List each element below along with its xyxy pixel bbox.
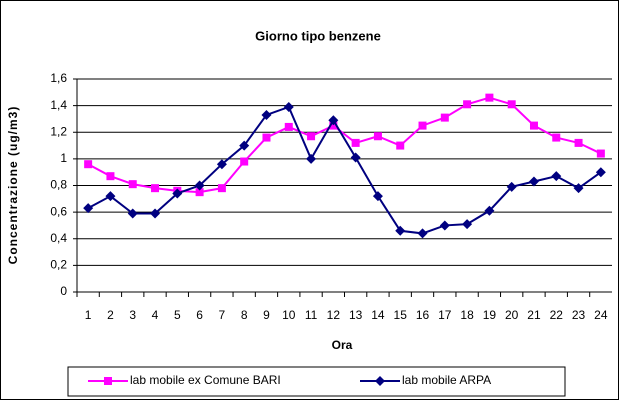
marker [439, 220, 450, 231]
marker [417, 228, 428, 239]
marker [373, 132, 382, 141]
legend-label: lab mobile ex Comune BARI [130, 373, 281, 387]
x-tick-label: 1 [85, 308, 92, 322]
x-tick-label: 17 [438, 308, 452, 322]
marker [484, 205, 495, 216]
marker [105, 191, 116, 202]
marker [372, 191, 383, 202]
y-tick-label: 0,4 [50, 231, 67, 245]
marker [284, 122, 293, 131]
x-tick-label: 20 [505, 308, 519, 322]
marker [551, 171, 562, 182]
marker [216, 159, 227, 170]
marker [172, 188, 183, 199]
marker [239, 140, 250, 151]
x-tick-label: 14 [371, 308, 385, 322]
x-tick-label: 9 [263, 308, 270, 322]
y-tick-label: 1 [60, 151, 67, 165]
marker [351, 138, 360, 147]
y-tick-label: 0,8 [50, 178, 67, 192]
marker [485, 93, 494, 102]
marker [240, 157, 249, 166]
marker [194, 180, 205, 191]
marker [463, 100, 472, 109]
marker [128, 180, 137, 189]
marker [596, 149, 605, 158]
marker [283, 101, 294, 112]
marker [261, 109, 272, 120]
marker [307, 132, 316, 141]
marker [106, 172, 115, 181]
marker [84, 160, 93, 169]
marker [328, 115, 339, 126]
y-tick-label: 0 [60, 284, 67, 298]
y-axis-label: Concentrazione (ug/m3) [6, 106, 20, 265]
x-axis-label: Ora [332, 338, 353, 352]
x-tick-label: 22 [550, 308, 564, 322]
marker [506, 181, 517, 192]
marker [217, 184, 226, 193]
marker [306, 153, 317, 164]
x-tick-label: 12 [327, 308, 341, 322]
x-tick-label: 4 [152, 308, 159, 322]
x-tick-label: 15 [394, 308, 408, 322]
y-tick-label: 0,2 [50, 258, 67, 272]
marker [507, 100, 516, 109]
marker [574, 138, 583, 147]
marker [350, 152, 361, 163]
marker [595, 167, 606, 178]
x-tick-label: 6 [196, 308, 203, 322]
x-tick-label: 19 [483, 308, 497, 322]
marker [150, 208, 161, 219]
marker [440, 113, 449, 122]
y-tick-label: 1,2 [50, 124, 67, 138]
marker [418, 121, 427, 130]
x-tick-label: 18 [460, 308, 474, 322]
chart-title: Giorno tipo benzene [255, 28, 381, 43]
x-tick-label: 24 [594, 308, 608, 322]
marker [127, 208, 138, 219]
x-tick-label: 23 [572, 308, 586, 322]
marker [395, 225, 406, 236]
x-tick-label: 3 [129, 308, 136, 322]
marker [552, 133, 561, 142]
x-tick-label: 7 [219, 308, 226, 322]
x-tick-label: 13 [349, 308, 363, 322]
x-tick-label: 5 [174, 308, 181, 322]
legend [67, 366, 566, 397]
legend-label: lab mobile ARPA [402, 373, 491, 387]
x-tick-label: 10 [282, 308, 296, 322]
marker [529, 121, 538, 130]
marker [151, 184, 160, 193]
marker [83, 203, 94, 214]
marker [104, 377, 112, 385]
x-tick-label: 11 [305, 308, 318, 322]
marker [528, 176, 539, 187]
marker [375, 376, 385, 386]
x-tick-label: 21 [527, 308, 541, 322]
marker [396, 141, 405, 150]
y-tick-label: 1,6 [50, 71, 67, 85]
marker [573, 183, 584, 194]
x-tick-label: 2 [107, 308, 114, 322]
y-tick-label: 1,4 [50, 98, 67, 112]
x-tick-label: 8 [241, 308, 248, 322]
marker [462, 219, 473, 230]
y-tick-label: 0,6 [50, 204, 67, 218]
marker [262, 133, 271, 142]
marker [195, 188, 204, 197]
marker [329, 121, 338, 130]
x-tick-label: 16 [416, 308, 430, 322]
